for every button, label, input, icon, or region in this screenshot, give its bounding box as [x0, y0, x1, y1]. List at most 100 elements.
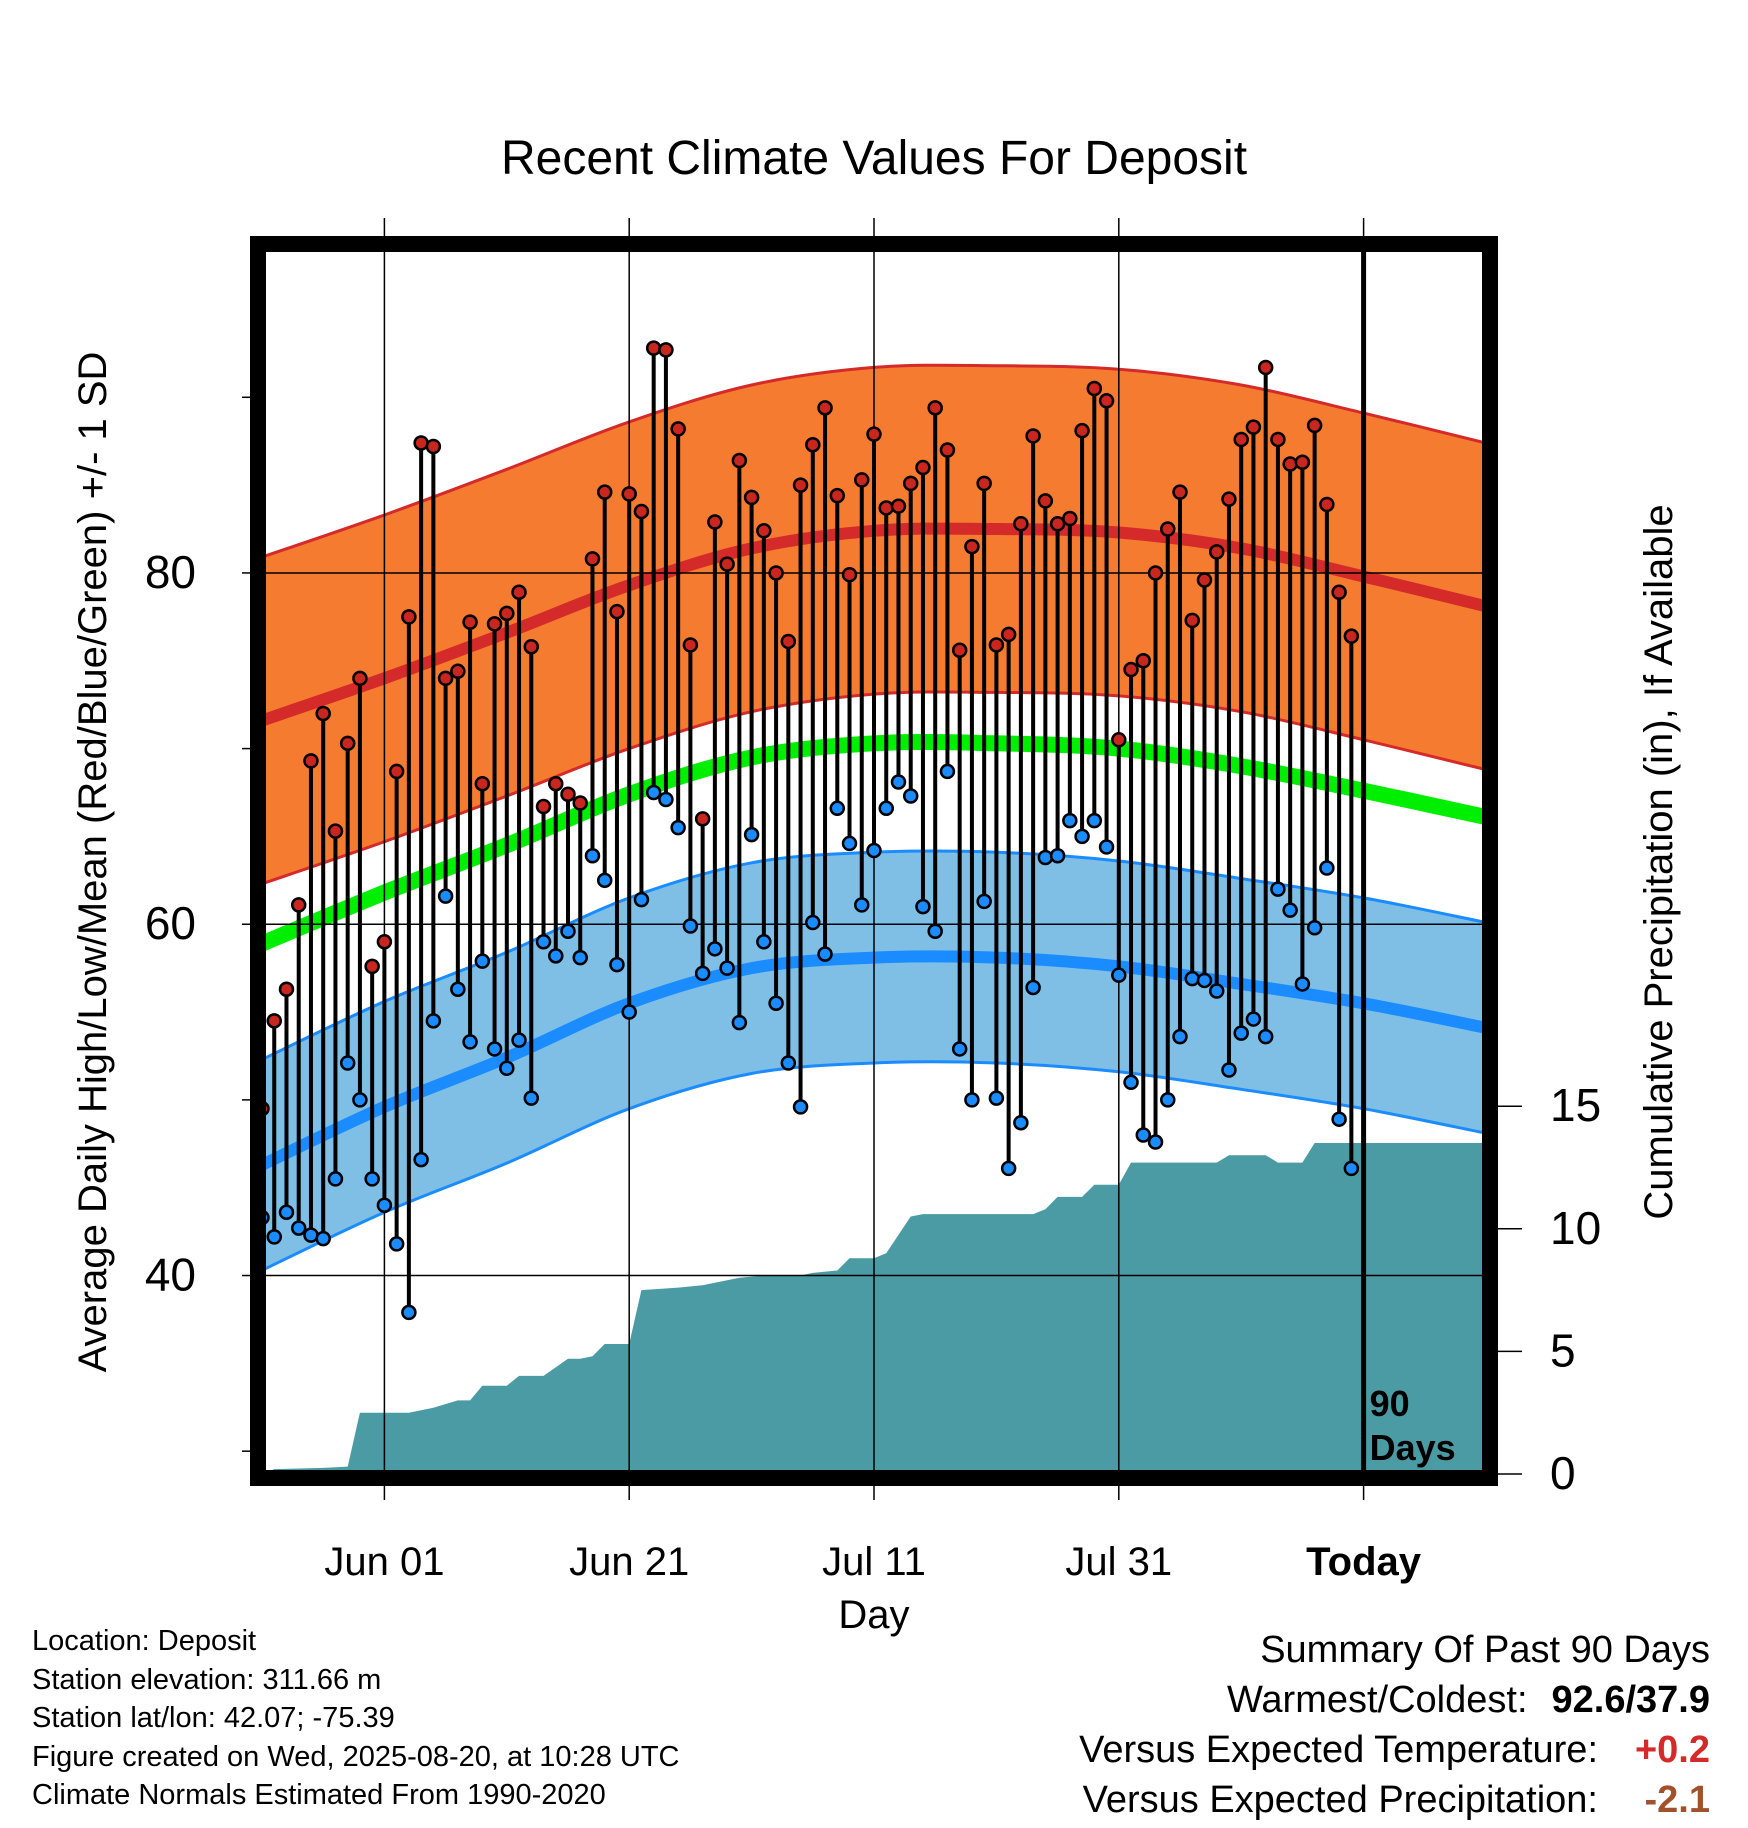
daily-high-point	[1098, 393, 1115, 409]
daily-high-point	[1025, 428, 1041, 444]
x-tick-label: Jul 31	[1065, 1540, 1172, 1584]
x-tick-label: Jun 21	[569, 1540, 689, 1584]
daily-low-point	[1184, 970, 1200, 987]
daily-high-point	[658, 342, 674, 358]
daily-low-point	[817, 946, 833, 962]
daily-high-point	[278, 981, 295, 997]
daily-high-point	[339, 735, 356, 752]
daily-high-point	[1062, 510, 1078, 527]
daily-high-point	[462, 614, 478, 630]
daily-high-point	[1282, 456, 1298, 472]
x-tick-label: Jun 01	[324, 1540, 444, 1584]
daily-high-point	[976, 475, 992, 492]
daily-high-point	[988, 637, 1005, 653]
daily-high-point	[1208, 544, 1225, 560]
daily-low-point	[645, 784, 662, 801]
daily-high-point	[413, 435, 429, 451]
summary-panel: Summary Of Past 90 Days Warmest/Coldest:…	[1079, 1625, 1710, 1825]
daily-low-point	[1221, 1062, 1237, 1078]
daily-low-point	[1160, 1092, 1176, 1108]
daily-low-point	[694, 965, 711, 982]
daily-low-point	[682, 918, 699, 934]
daily-low-point	[854, 897, 870, 913]
daily-low-point	[425, 1013, 442, 1029]
warm-cold-label: Warmest/Coldest:	[1226, 1679, 1528, 1721]
daily-high-point	[425, 438, 442, 455]
daily-low-point	[511, 1032, 527, 1048]
daily-low-point	[560, 923, 576, 940]
daily-high-point	[572, 795, 588, 811]
daily-high-point	[1270, 431, 1286, 448]
daily-high-point	[964, 538, 980, 555]
daily-high-point	[486, 616, 503, 632]
daily-low-point	[964, 1092, 980, 1108]
daily-high-point	[1037, 493, 1054, 509]
summary-title: Summary Of Past 90 Days	[1260, 1629, 1710, 1671]
daily-high-point	[633, 503, 650, 520]
y-tick-label: 60	[145, 897, 196, 949]
precip-label: Versus Expected Precipitation:	[1082, 1779, 1598, 1821]
daily-low-point	[584, 847, 601, 864]
daily-high-point	[523, 638, 540, 655]
daily-low-point	[437, 888, 454, 904]
daily-low-point	[1049, 847, 1066, 864]
daily-high-point	[474, 775, 491, 792]
daily-low-point	[548, 948, 564, 964]
daily-high-point	[1184, 612, 1200, 629]
daily-low-point	[535, 934, 552, 950]
daily-high-point	[1111, 732, 1127, 748]
x-axis-label: Day	[838, 1593, 909, 1637]
daily-high-point	[1196, 572, 1213, 588]
daily-high-point	[670, 421, 686, 437]
daily-low-point	[1074, 828, 1090, 845]
daily-high-point	[1135, 653, 1152, 669]
daily-high-point	[1294, 454, 1311, 471]
daily-low-point	[756, 934, 772, 950]
daily-low-point	[572, 949, 588, 966]
daily-high-point	[890, 498, 907, 514]
daily-high-point	[1013, 516, 1029, 532]
daily-low-point	[658, 791, 674, 808]
daily-high-point	[364, 958, 380, 975]
daily-high-point	[792, 477, 809, 493]
daily-low-point	[523, 1090, 540, 1106]
daily-low-point	[707, 941, 723, 957]
daily-low-point	[499, 1060, 515, 1077]
daily-low-point	[902, 788, 919, 804]
daily-low-point	[988, 1090, 1005, 1106]
precip-anomaly-value: -2.1	[1644, 1779, 1710, 1821]
daily-low-point	[450, 981, 466, 997]
daily-low-point	[1086, 812, 1103, 829]
daily-high-point	[1172, 484, 1188, 500]
temp-label: Versus Expected Temperature:	[1079, 1729, 1598, 1771]
daily-high-point	[841, 566, 858, 583]
daily-low-point	[1025, 979, 1041, 996]
location-text: Location: Deposit	[32, 1625, 257, 1657]
daily-high-point	[829, 487, 846, 504]
daily-low-point	[1062, 812, 1078, 829]
daily-low-point	[1257, 1028, 1274, 1045]
daily-high-point	[854, 472, 870, 488]
y-axis-label: Average Daily High/Low/Mean (Red/Blue/Gr…	[71, 352, 115, 1373]
daily-low-point	[1294, 976, 1311, 992]
warm-cold-value: 92.6/37.9	[1551, 1679, 1710, 1721]
daily-high-point	[927, 400, 943, 416]
daily-high-point	[780, 633, 797, 650]
daily-low-point	[878, 800, 894, 817]
daily-low-point	[719, 960, 735, 976]
daily-low-point	[315, 1230, 331, 1247]
daily-low-point	[278, 1204, 295, 1221]
daily-high-point	[388, 763, 405, 780]
daily-high-point	[878, 500, 894, 516]
daily-high-point	[437, 670, 454, 687]
y2-tick-label: 10	[1550, 1202, 1601, 1254]
daily-high-point	[560, 786, 576, 803]
daily-high-point	[266, 1013, 282, 1029]
daily-low-point	[951, 1041, 968, 1057]
daily-high-point	[694, 811, 711, 827]
daily-low-point	[780, 1055, 797, 1071]
daily-low-point	[1282, 902, 1298, 918]
daily-low-point	[1135, 1127, 1152, 1143]
daily-high-point	[939, 442, 956, 458]
